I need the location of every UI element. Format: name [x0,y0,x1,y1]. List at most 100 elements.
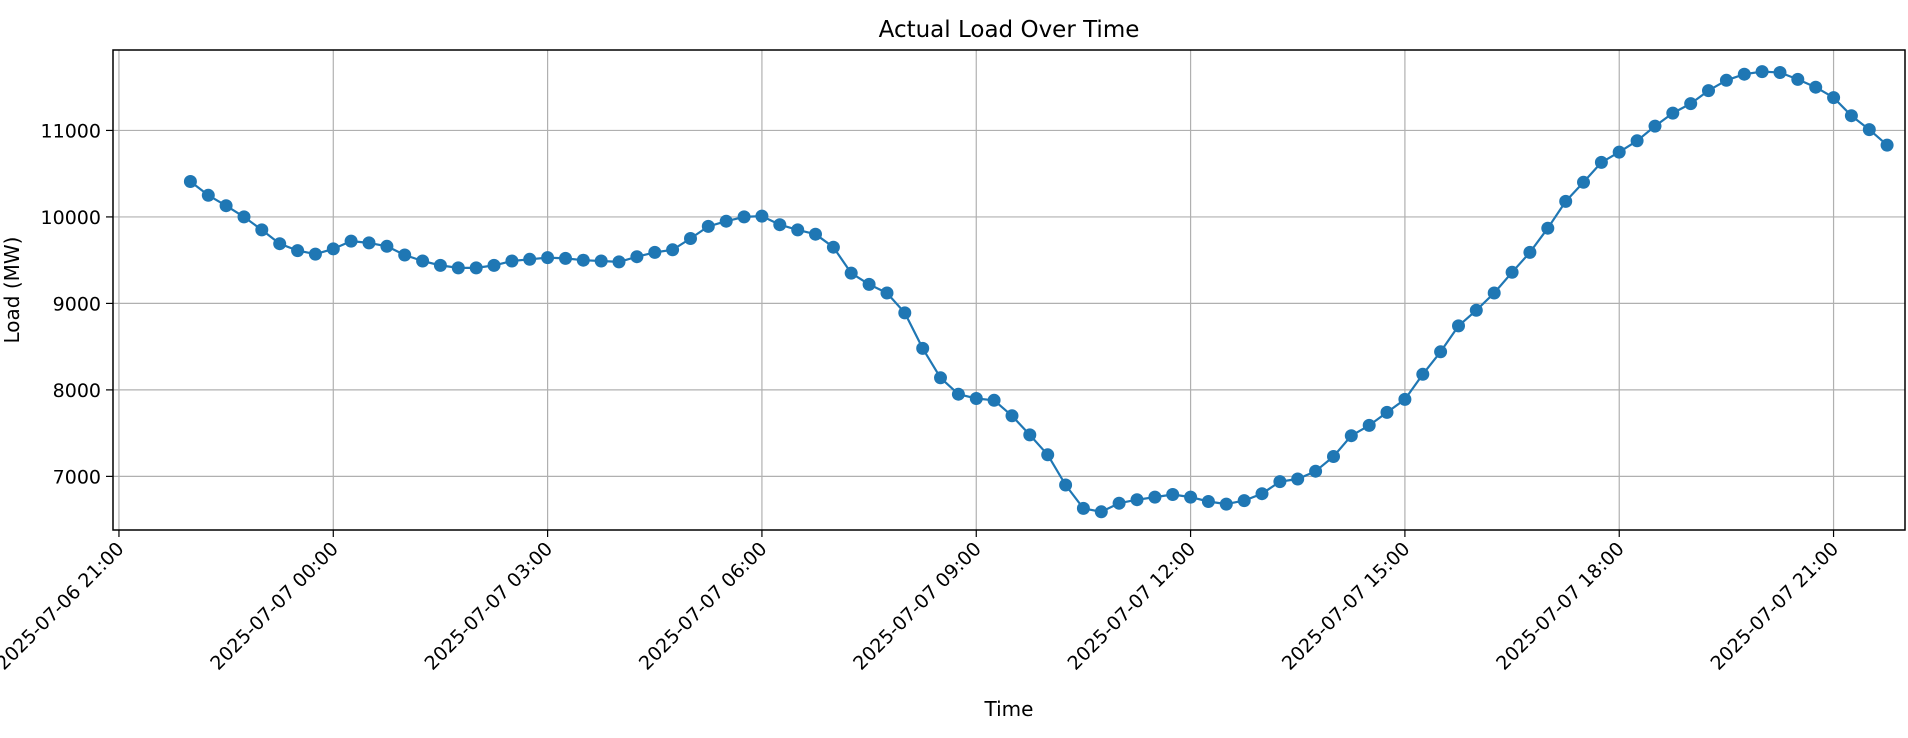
data-point [987,393,1001,407]
data-point [719,214,733,228]
data-point [308,247,322,261]
data-point [541,251,555,265]
grid [113,50,1905,530]
data-point [809,227,822,241]
data-point [934,371,947,385]
data-point [1041,448,1055,462]
data-point [1255,487,1269,501]
y-tick-label: 9000 [53,293,101,315]
data-point [1630,134,1644,148]
data-point [1076,501,1090,515]
data-point [398,248,412,262]
data-point [1291,472,1305,486]
data-point [737,210,751,224]
data-point [291,244,305,258]
y-tick-label: 8000 [53,380,101,402]
y-tick-label: 11000 [41,120,101,142]
data-point [1666,106,1680,120]
data-point [648,245,662,259]
data-point [523,252,537,266]
data-point [791,223,805,237]
data-point [951,387,965,401]
data-point [1148,490,1162,504]
data-point [433,258,447,272]
data-point [1737,67,1751,81]
data-point [1112,496,1126,510]
data-point [612,255,626,269]
data-point [969,392,983,405]
data-point [380,239,394,253]
data-point [1201,495,1215,508]
data-point [826,240,840,254]
data-point [1416,367,1430,381]
data-point [273,237,287,251]
data-point [1184,490,1198,504]
data-point [1648,119,1662,133]
data-point [1541,221,1555,235]
data-point [183,175,197,188]
data-point [201,188,215,202]
y-tick-label: 7000 [53,466,101,488]
data-point [1577,175,1590,189]
data-point [684,232,697,245]
data-point [1523,245,1537,259]
data-point [1398,392,1412,406]
data-point [469,261,483,275]
data-point [1612,145,1626,159]
chart-title: Actual Load Over Time [879,17,1140,43]
data-point [344,234,358,248]
data-point [1059,478,1073,492]
data-point [1237,494,1251,508]
data-point [1827,91,1841,105]
data-point [505,254,519,268]
data-point [1094,505,1108,519]
data-point [576,253,590,267]
data-point [237,210,251,224]
data-point [1594,155,1608,169]
data-point [1505,265,1519,279]
data-point [666,243,680,257]
data-point [1219,497,1233,511]
data-point [559,251,572,265]
data-point [1809,80,1823,94]
data-point [219,199,233,213]
data-point [880,286,894,300]
data-point [862,277,876,291]
data-point [701,219,715,233]
data-point [1344,429,1358,443]
data-point [1791,72,1805,86]
data-point [1702,84,1715,98]
data-point [1773,66,1787,79]
data-point [1719,73,1733,87]
data-point [1327,450,1340,463]
data-point [844,266,858,280]
y-tick-label: 10000 [41,207,101,229]
data-point [1469,303,1483,317]
data-point [362,236,376,250]
data-point [1166,488,1180,501]
data-point [1452,319,1465,333]
data-point [1023,428,1037,442]
data-point [1309,464,1323,478]
plot-frame [112,49,1906,531]
data-point [416,254,430,268]
data-point [1362,418,1376,432]
series-layer [183,65,1894,519]
data-point [773,218,787,232]
data-point [451,261,465,275]
data-point [630,250,644,264]
data-point [1880,138,1894,152]
data-point [1380,405,1394,419]
data-point [1273,475,1287,489]
x-axis-label: Time [984,697,1034,721]
data-point [487,258,501,272]
data-point [1862,123,1876,137]
data-point [1684,97,1698,111]
data-point [1005,409,1019,423]
data-point [1844,109,1858,123]
data-point [916,341,930,355]
data-point [255,223,269,237]
y-axis-label: Load (MW) [0,237,24,344]
